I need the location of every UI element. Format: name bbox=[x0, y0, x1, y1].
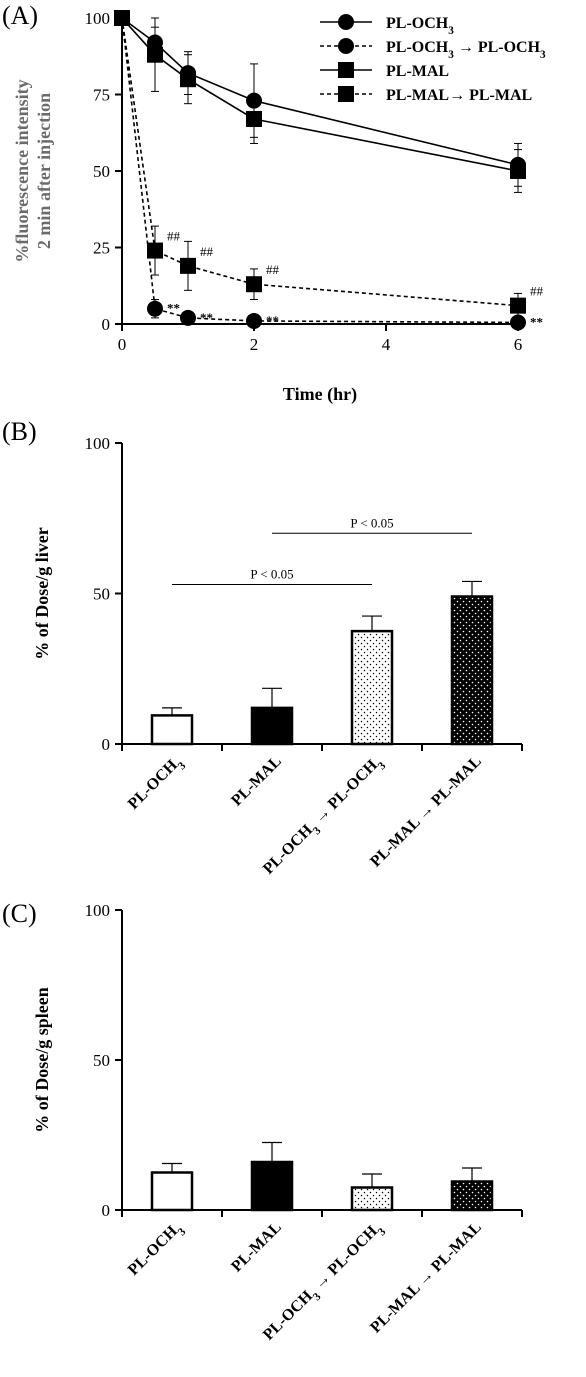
legend-marker-mal bbox=[338, 62, 354, 78]
legend-marker-mal_mal bbox=[338, 86, 354, 102]
point-mal_mal bbox=[510, 297, 526, 314]
panel-letter-a: (A) bbox=[2, 1, 38, 30]
bar-4 bbox=[450, 595, 494, 746]
significance-annotation: ** bbox=[167, 301, 180, 316]
panel-a-line-chart: 0 25 50 75 100 0 2 4 6 Time (hr) %fluorescence int… bbox=[12, 9, 546, 405]
significance-annotation: ** bbox=[530, 314, 543, 329]
point-och3_och3 bbox=[246, 312, 262, 329]
bar-2 bbox=[250, 706, 294, 746]
category-label-3: PL-OCH3 → PL-OCH3 bbox=[260, 753, 389, 882]
bar-1 bbox=[150, 714, 194, 746]
point-och3_och3 bbox=[180, 309, 196, 326]
panel-a-axes: 0 25 50 75 100 0 2 4 6 Time (hr) %fluorescence int… bbox=[12, 9, 522, 405]
bar-4 bbox=[450, 1180, 494, 1212]
category-label-2: PL-MAL bbox=[228, 753, 285, 810]
legend-label-mal: PL-MAL bbox=[386, 63, 449, 80]
legend-label-och3: PL-OCH3 bbox=[386, 15, 454, 37]
panel-b-bar-chart: 0 50 100 % of Dose/g liver P < 0.05 P < 0.05 P… bbox=[32, 434, 523, 882]
legend-marker-och3_och3 bbox=[338, 38, 354, 54]
panel-c-bar-chart: 0 50 100 % of Dose/g spleen PL-OCH3 PL-MALPL-… bbox=[32, 901, 523, 1348]
panel-letter-b: (B) bbox=[2, 417, 37, 446]
panel-a-annotations: ** ** ** ** ## ## ## ## bbox=[167, 229, 544, 330]
bar-1 bbox=[150, 1171, 194, 1212]
significance-annotation: ## bbox=[200, 244, 214, 259]
legend-label-mal_mal: PL-MAL→ PL-MAL bbox=[386, 87, 532, 104]
y-axis-title: % of Dose/g liver bbox=[32, 527, 52, 659]
y-axis-title-line: %fluorescence intensity bbox=[12, 79, 32, 262]
point-mal bbox=[180, 71, 196, 88]
bar-2 bbox=[250, 1160, 294, 1212]
comparison-label: P < 0.05 bbox=[350, 515, 393, 530]
panel-a-series-lines bbox=[121, 17, 519, 324]
y-tick-label: 25 bbox=[93, 239, 110, 258]
comparison-label: P < 0.05 bbox=[250, 566, 293, 581]
y-tick-label: 100 bbox=[85, 901, 111, 920]
y-tick-label: 50 bbox=[93, 162, 110, 181]
series-line-mal_mal bbox=[121, 17, 519, 307]
point-mal bbox=[246, 110, 262, 127]
y-tick-label: 0 bbox=[102, 735, 111, 754]
y-tick-label: 75 bbox=[93, 86, 110, 105]
y-tick-label: 100 bbox=[85, 9, 111, 28]
significance-annotation: ## bbox=[167, 229, 181, 244]
legend-label-och3_och3: PL-OCH3 → PL-OCH3 bbox=[386, 39, 546, 61]
y-tick-label: 0 bbox=[102, 1201, 111, 1220]
point-mal_mal bbox=[246, 276, 262, 293]
bar-3 bbox=[350, 629, 394, 746]
point-mal bbox=[510, 163, 526, 179]
significance-annotation: ## bbox=[530, 284, 544, 299]
y-tick-label: 50 bbox=[93, 1051, 110, 1070]
point-mal_mal bbox=[180, 257, 196, 274]
x-axis-title: Time (hr) bbox=[283, 384, 357, 405]
significance-annotation: ** bbox=[200, 310, 213, 325]
panel-a-markers bbox=[114, 10, 526, 331]
x-tick-label: 0 bbox=[118, 335, 127, 354]
y-axis-title-line: 2 min after injection bbox=[34, 93, 54, 249]
series-line-och3_och3 bbox=[121, 17, 519, 324]
point-mal bbox=[147, 46, 163, 63]
point-och3 bbox=[147, 34, 163, 51]
x-tick-label: 4 bbox=[382, 335, 391, 354]
point-och3_och3 bbox=[147, 300, 163, 317]
y-tick-label: 50 bbox=[93, 585, 110, 604]
x-tick-label: 2 bbox=[250, 335, 259, 354]
point-mal_mal bbox=[147, 242, 163, 259]
point-mal_mal bbox=[114, 10, 130, 26]
significance-annotation: ## bbox=[266, 262, 280, 277]
y-axis-title: % of Dose/g spleen bbox=[32, 987, 52, 1133]
category-label-3: PL-OCH3 → PL-OCH3 bbox=[260, 1219, 389, 1348]
legend-marker-och3 bbox=[338, 14, 354, 30]
y-tick-label: 100 bbox=[85, 434, 111, 453]
x-tick-label: 6 bbox=[514, 335, 523, 354]
bar-3 bbox=[350, 1186, 394, 1212]
panel-letter-c: (C) bbox=[2, 899, 37, 928]
category-label-1: PL-OCH3 bbox=[125, 1219, 189, 1283]
point-och3 bbox=[246, 92, 262, 109]
category-label-2: PL-MAL bbox=[228, 1219, 285, 1276]
y-tick-label: 0 bbox=[102, 315, 111, 334]
significance-annotation: ** bbox=[266, 313, 279, 328]
category-label-1: PL-OCH3 bbox=[125, 753, 189, 817]
panel-a-error-bars bbox=[151, 17, 522, 327]
point-och3_och3 bbox=[510, 314, 526, 331]
